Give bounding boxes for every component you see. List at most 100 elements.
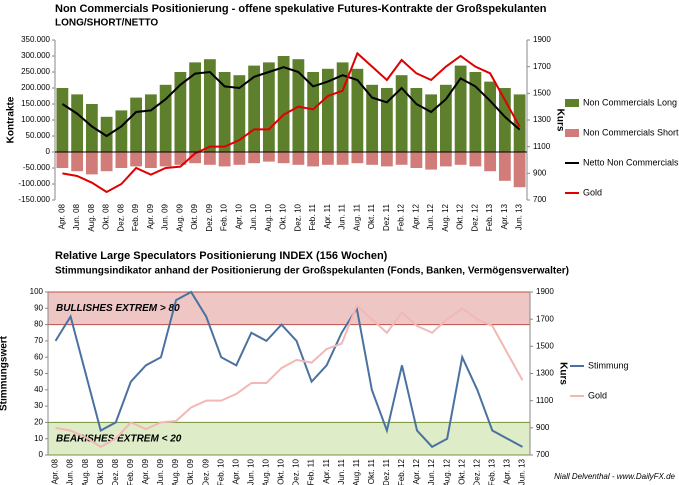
bar <box>262 152 275 162</box>
y-tick-label: -150.000 <box>18 195 50 204</box>
y-axis-title: Stimmungswert <box>0 335 10 411</box>
y-tick-label: 250.000 <box>21 67 50 76</box>
bar <box>248 152 261 164</box>
bar <box>439 84 452 152</box>
bar <box>203 152 216 165</box>
y2-tick-label: 1300 <box>536 369 554 378</box>
bar <box>174 72 187 152</box>
x-tick-label: Okt. 09 <box>190 203 199 229</box>
x-tick-label: Apr. 11 <box>323 203 332 228</box>
y-tick-label: 100 <box>30 287 44 296</box>
bar <box>71 94 84 152</box>
bar <box>100 116 113 152</box>
y2-tick-label: 1900 <box>536 287 554 296</box>
x-tick-label: Feb. 11 <box>307 458 316 485</box>
y-tick-label: 20 <box>34 418 43 427</box>
bar <box>85 104 98 152</box>
bar <box>336 152 349 165</box>
bar <box>56 88 69 152</box>
x-tick-label: Okt. 12 <box>457 458 466 484</box>
bar <box>484 81 497 152</box>
bar <box>307 152 320 167</box>
bar <box>262 62 275 152</box>
x-tick-label: Dez. 10 <box>292 458 301 485</box>
x-tick-label: Jun. 12 <box>426 203 435 230</box>
x-tick-label: Dez. 08 <box>111 458 120 485</box>
y2-tick-label: 900 <box>536 423 550 432</box>
y-tick-label: 40 <box>34 385 43 394</box>
x-tick-label: Okt. 09 <box>186 458 195 484</box>
y-tick-label: 0 <box>39 450 44 459</box>
y-tick-label: 50.000 <box>26 131 51 140</box>
legend-label: Gold <box>583 187 602 197</box>
x-tick-label: Apr. 08 <box>51 458 60 484</box>
y-tick-label: -50.000 <box>23 163 51 172</box>
x-tick-label: Dez. 09 <box>201 458 210 485</box>
x-tick-label: Feb. 10 <box>220 203 229 231</box>
y-tick-label: 50 <box>34 369 43 378</box>
y-tick-label: 90 <box>34 303 43 312</box>
bar <box>218 72 231 152</box>
x-tick-label: Aug. 12 <box>442 458 451 485</box>
x-tick-label: Feb. 12 <box>397 458 406 485</box>
x-tick-label: Apr. 13 <box>500 203 509 229</box>
band-label: BEARISHES EXTREM < 20 <box>56 433 182 444</box>
x-tick-label: Feb. 09 <box>126 458 135 485</box>
chart-subtitle: Stimmungsindikator anhand der Positionie… <box>55 266 569 277</box>
bar <box>484 152 497 172</box>
x-tick-label: Apr. 09 <box>146 203 155 229</box>
y-tick-label: 200.000 <box>21 83 50 92</box>
y-tick-label: 70 <box>34 336 43 345</box>
bar <box>513 152 526 188</box>
line-series <box>55 303 524 449</box>
x-tick-label: Apr. 10 <box>234 203 243 229</box>
x-tick-label: Feb. 12 <box>397 203 406 231</box>
bar <box>366 84 379 152</box>
y2-tick-label: 1700 <box>536 314 554 323</box>
x-tick-label: Feb. 11 <box>308 203 317 230</box>
x-tick-label: Jun. 10 <box>249 203 258 230</box>
y2-axis-title: Kurs <box>557 362 568 385</box>
bar <box>410 152 423 168</box>
y2-tick-label: 1500 <box>536 341 554 350</box>
bar <box>218 152 231 167</box>
x-tick-label: Okt. 12 <box>456 203 465 229</box>
bar <box>439 152 452 167</box>
x-tick-label: Okt. 11 <box>367 458 376 484</box>
x-tick-label: Aug. 08 <box>87 203 96 231</box>
y2-tick-label: 1700 <box>533 62 551 71</box>
y-tick-label: 350.000 <box>21 35 50 44</box>
x-tick-label: Jun. 09 <box>161 203 170 230</box>
chart-subtitle: LONG/SHORT/NETTO <box>55 18 158 29</box>
x-tick-label: Okt. 11 <box>367 203 376 229</box>
band-label: BULLISHES EXTREM > 80 <box>56 303 180 314</box>
x-tick-label: Feb. 10 <box>216 458 225 485</box>
x-tick-label: Apr. 09 <box>141 458 150 484</box>
x-tick-label: Jun. 08 <box>72 203 81 230</box>
y2-tick-label: 1500 <box>533 88 551 97</box>
bar <box>513 94 526 152</box>
bar <box>189 152 202 164</box>
bar <box>410 88 423 152</box>
bar <box>248 65 261 152</box>
legend-swatch <box>565 99 579 107</box>
x-tick-label: Apr. 10 <box>231 458 240 484</box>
bar <box>115 110 128 152</box>
x-tick-label: Dez. 12 <box>470 203 479 231</box>
x-tick-label: Aug. 10 <box>262 458 271 485</box>
bar <box>277 152 290 164</box>
x-tick-label: Jun. 12 <box>427 458 436 485</box>
bar <box>425 94 438 152</box>
y2-tick-label: 900 <box>533 168 547 177</box>
legend-label: Stimmung <box>588 360 629 370</box>
y-axis-title: Kontrakte <box>6 96 17 143</box>
bar <box>100 152 113 172</box>
bar <box>469 152 482 167</box>
bar <box>351 68 364 152</box>
line-series <box>61 66 521 138</box>
bar <box>189 62 202 152</box>
y-tick-label: 30 <box>34 401 43 410</box>
bar <box>380 152 393 167</box>
y-tick-label: 300.000 <box>21 51 50 60</box>
bar <box>469 72 482 152</box>
